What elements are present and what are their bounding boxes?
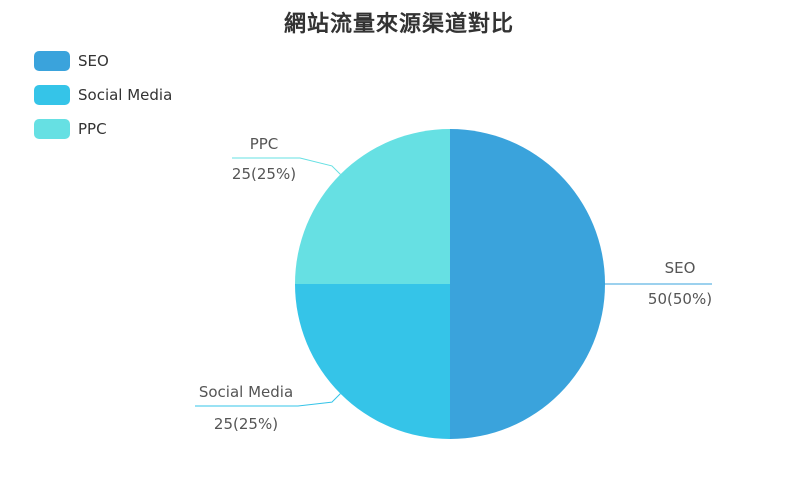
slice-value-seo: 50(50%) <box>648 290 712 308</box>
legend: SEO Social Media PPC <box>34 50 172 152</box>
legend-swatch-social-media <box>34 85 70 105</box>
legend-item-seo[interactable]: SEO <box>34 50 172 72</box>
legend-label-seo: SEO <box>78 52 109 70</box>
leader-line-social-media <box>195 393 341 407</box>
leader-line-ppc <box>232 157 341 175</box>
slice-label-social-media: Social Media <box>199 383 293 401</box>
legend-label-social-media: Social Media <box>78 86 173 104</box>
legend-label-ppc: PPC <box>78 120 107 138</box>
slice-value-ppc: 25(25%) <box>232 165 296 183</box>
pie-slices <box>295 129 605 439</box>
pie-slice-social-media[interactable] <box>295 284 450 439</box>
legend-item-ppc[interactable]: PPC <box>34 118 172 140</box>
chart-title: 網站流量來源渠道對比 <box>283 12 514 37</box>
pie-slice-seo[interactable] <box>450 129 605 439</box>
slice-value-social-media: 25(25%) <box>214 415 278 433</box>
slice-label-ppc: PPC <box>250 135 279 153</box>
slice-label-seo: SEO <box>665 259 696 277</box>
legend-item-social-media[interactable]: Social Media <box>34 84 172 106</box>
legend-swatch-ppc <box>34 119 70 139</box>
legend-swatch-seo <box>34 51 70 71</box>
pie-slice-ppc[interactable] <box>295 129 450 284</box>
slice-labels: SEO 50(50%) Social Media 25(25%) PPC 25(25%) <box>195 135 712 433</box>
